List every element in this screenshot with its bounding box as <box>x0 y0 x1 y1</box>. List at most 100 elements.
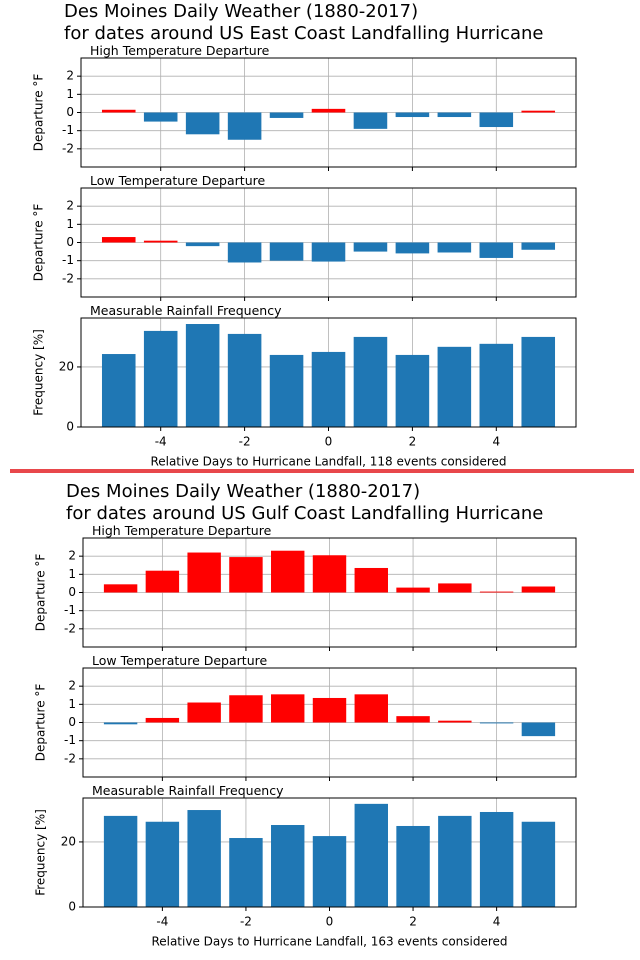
bar <box>353 242 388 252</box>
bar <box>185 112 220 135</box>
x-tick-label: 4 <box>492 435 500 449</box>
bar <box>101 237 136 243</box>
bar <box>438 815 472 907</box>
bar <box>438 720 472 723</box>
bar <box>479 242 514 258</box>
bar <box>395 354 430 427</box>
y-axis-label: Frequency [%] <box>32 329 46 416</box>
bar <box>479 343 514 427</box>
bar <box>185 324 220 427</box>
y-tick-label: -1 <box>62 253 74 267</box>
suptitle: for dates around US East Coast Landfalli… <box>64 23 543 44</box>
y-tick-label: -1 <box>64 733 76 747</box>
y-axis-label: Frequency [%] <box>34 809 48 896</box>
y-tick-label: -2 <box>64 621 76 635</box>
y-tick-label: 1 <box>68 567 76 581</box>
bar <box>143 240 178 243</box>
bar <box>437 346 472 427</box>
axes-frame <box>82 667 577 778</box>
bar <box>185 242 220 247</box>
y-tick-label: -2 <box>62 271 74 285</box>
x-tick-label: -2 <box>240 915 252 929</box>
x-axis-label: Relative Days to Hurricane Landfall, 163… <box>151 935 507 949</box>
panel-title: Low Temperature Departure <box>90 173 265 188</box>
suptitle: Des Moines Daily Weather (1880-2017) <box>66 481 420 502</box>
panel-title: High Temperature Departure <box>92 523 272 538</box>
x-axis-label: Relative Days to Hurricane Landfall, 118… <box>150 455 506 469</box>
bar <box>103 584 138 593</box>
suptitle: Des Moines Daily Weather (1880-2017) <box>64 1 418 22</box>
y-tick-label: 0 <box>68 585 76 599</box>
x-tick-label: -4 <box>155 435 167 449</box>
y-axis-label: Departure °F <box>34 554 48 632</box>
bar <box>271 825 305 907</box>
bar <box>395 242 430 254</box>
bar <box>271 694 305 723</box>
y-tick-label: 2 <box>66 199 74 213</box>
y-tick-label: 20 <box>61 834 76 848</box>
x-tick-label: 2 <box>409 915 417 929</box>
bar <box>187 552 221 593</box>
bar <box>354 694 388 723</box>
bar <box>311 351 346 427</box>
bar <box>229 838 263 907</box>
bar <box>187 702 221 723</box>
x-tick-label: 0 <box>326 915 334 929</box>
bar <box>396 716 430 723</box>
bar <box>521 722 556 737</box>
bar <box>143 112 178 122</box>
bar <box>395 112 430 118</box>
x-tick-label: 0 <box>325 435 333 449</box>
bar <box>521 586 556 593</box>
bar <box>311 108 346 113</box>
y-tick-label: 0 <box>68 715 76 729</box>
bar <box>312 836 347 907</box>
bar <box>229 557 263 593</box>
bar <box>437 112 472 118</box>
axes-frame <box>80 187 577 298</box>
bar <box>354 567 388 593</box>
suptitle: for dates around US Gulf Coast Landfalli… <box>66 503 543 524</box>
bar <box>353 112 388 129</box>
x-tick-label: -4 <box>156 915 168 929</box>
bar <box>269 242 304 261</box>
x-tick-label: -2 <box>239 435 251 449</box>
bar <box>311 242 346 262</box>
y-tick-label: 2 <box>66 69 74 83</box>
bar <box>103 815 138 907</box>
x-tick-label: 4 <box>493 915 501 929</box>
y-tick-label: 0 <box>68 900 76 914</box>
panel-title: Measurable Rainfall Frequency <box>92 783 284 798</box>
bar <box>145 570 180 593</box>
bar <box>437 242 472 253</box>
y-tick-label: -1 <box>64 603 76 617</box>
bar <box>145 717 180 723</box>
y-axis-label: Departure °F <box>32 74 46 152</box>
bar <box>143 330 178 427</box>
panel-title: High Temperature Departure <box>90 43 270 58</box>
bar <box>101 354 136 427</box>
bar <box>227 112 262 140</box>
y-tick-label: 0 <box>66 235 74 249</box>
bar <box>271 550 305 593</box>
y-tick-label: 0 <box>66 105 74 119</box>
bar <box>479 811 514 907</box>
bar <box>103 722 138 725</box>
bar <box>145 821 180 907</box>
bar <box>353 336 388 427</box>
bar <box>312 555 347 593</box>
bar <box>396 587 430 593</box>
bar <box>229 695 263 723</box>
y-axis-label: Departure °F <box>32 204 46 282</box>
y-tick-label: 2 <box>68 549 76 563</box>
y-tick-label: -2 <box>62 141 74 155</box>
axes-frame <box>80 57 577 168</box>
y-axis-label: Departure °F <box>34 684 48 762</box>
y-tick-label: 1 <box>66 217 74 231</box>
bar <box>227 242 262 263</box>
y-tick-label: 0 <box>66 420 74 434</box>
bar <box>521 336 556 427</box>
bar <box>521 110 556 113</box>
bar <box>521 821 556 907</box>
